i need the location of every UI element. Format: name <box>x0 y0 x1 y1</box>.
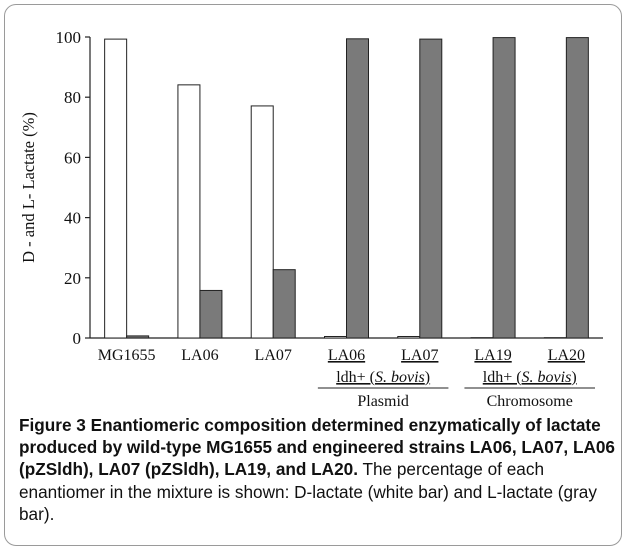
bar-l-lactate <box>346 38 369 339</box>
y-tick-label: 20 <box>64 269 81 288</box>
bar-l-lactate <box>272 269 296 339</box>
y-axis-title: D - and L- Lactate (%) <box>19 112 38 263</box>
bar-chart: 0 20 40 60 80 100 D - and L- Lactate (%) MG1655… <box>19 28 603 410</box>
group-sublabel: Chromosome <box>487 393 573 410</box>
y-tick-label: 40 <box>64 209 81 228</box>
x-tick-label: LA20 <box>548 347 585 364</box>
x-tick-label: LA07 <box>255 347 292 364</box>
bar-d-lactate <box>177 84 201 339</box>
y-tick-label: 60 <box>64 148 81 167</box>
group-label: ldh+ (S. bovis) <box>483 369 577 386</box>
x-tick-label: LA19 <box>474 347 511 364</box>
bar-d-lactate <box>250 105 274 339</box>
bar-d-lactate <box>397 335 421 339</box>
y-tick-label: 100 <box>56 28 82 47</box>
figure-frame: 0 20 40 60 80 100 D - and L- Lactate (%) MG1655… <box>4 4 622 546</box>
caption-body: The percentage of each enantiomer in the… <box>19 459 597 524</box>
group-label: ldh+ (S. bovis) <box>336 369 430 386</box>
caption-title: Figure 3 Enantiomeric composition determ… <box>19 415 615 480</box>
y-tick-label: 0 <box>73 329 82 348</box>
x-tick-label: LA07 <box>401 347 438 364</box>
x-tick-label: LA06 <box>181 347 218 364</box>
figure-caption: Figure 3 Enantiomeric composition determ… <box>19 414 619 525</box>
x-tick-label: MG1655 <box>98 347 156 364</box>
group-sublabel: Plasmid <box>357 393 409 410</box>
bar-l-lactate <box>492 37 516 339</box>
bar-l-lactate <box>199 289 223 339</box>
bar-l-lactate <box>126 335 150 339</box>
bar-l-lactate <box>565 37 589 339</box>
bar-l-lactate <box>419 38 443 339</box>
bar-d-lactate <box>104 38 128 339</box>
x-tick-label: LA06 <box>328 347 365 364</box>
bar-d-lactate <box>324 335 347 339</box>
y-tick-label: 80 <box>64 88 81 107</box>
